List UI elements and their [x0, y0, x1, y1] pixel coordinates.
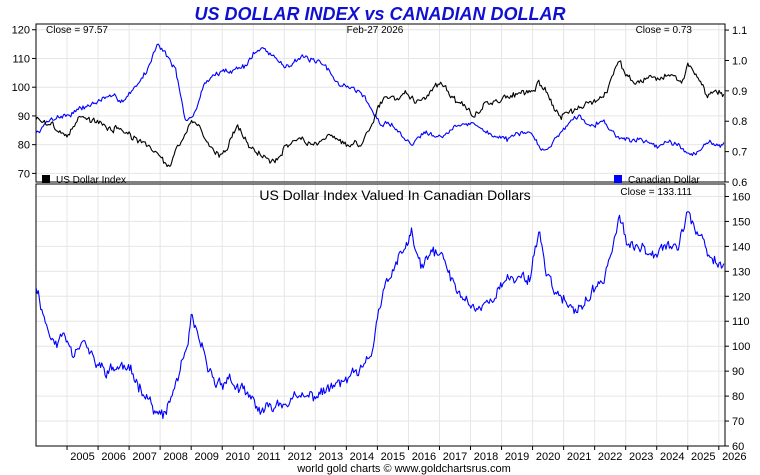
- y-left-tick-label: 80: [18, 140, 30, 152]
- y-right-tick-label: 0.6: [732, 177, 747, 189]
- x-tick-label: 2018: [474, 451, 498, 463]
- x-tick-label: 2021: [567, 451, 591, 463]
- top-panel-series: [36, 43, 725, 168]
- x-tick-label: 2006: [101, 451, 125, 463]
- y-left-tick-label: 70: [18, 168, 30, 180]
- x-tick-label: 2022: [598, 451, 622, 463]
- y-right-tick-label: 70: [732, 416, 744, 428]
- y-right-tick-label: 120: [732, 291, 750, 303]
- x-tick-label: 2005: [70, 451, 94, 463]
- y-left-tick-label: 110: [12, 53, 30, 65]
- y-right-tick-label: 100: [732, 341, 750, 353]
- x-tick-label: 2010: [225, 451, 249, 463]
- legend-usd-swatch: [42, 175, 50, 183]
- y-left-tick-label: 90: [18, 111, 30, 123]
- x-tick-label: 2007: [132, 451, 156, 463]
- x-tick-label: 2008: [163, 451, 187, 463]
- x-tick-label: 2019: [505, 451, 529, 463]
- top-panel-frame: [35, 23, 726, 183]
- chart-title: US DOLLAR INDEX vs CANADIAN DOLLAR: [194, 4, 565, 24]
- footer-credit: world gold charts © www.goldchartsrus.co…: [296, 463, 511, 475]
- x-tick-label: 2009: [194, 451, 218, 463]
- x-tick-label: 2013: [319, 451, 343, 463]
- x-axis-ticks: 2005 2006 2007 2008 2009 2010 2011 2012 2013 2014…: [66, 446, 747, 463]
- x-tick-label: 2017: [443, 451, 467, 463]
- y-right-tick-label: 150: [732, 216, 750, 228]
- legend-usd-label: US Dollar Index: [56, 175, 126, 186]
- y-right-tick-label: 130: [732, 266, 750, 278]
- series-line-us-dollar-index: [36, 60, 725, 168]
- x-tick-label: 2015: [381, 451, 405, 463]
- bottom-panel-title: US Dollar Index Valued In Canadian Dolla…: [259, 187, 530, 203]
- y-right-tick-label: 1.0: [732, 55, 747, 67]
- series-line-canadian-dollar: [36, 43, 725, 157]
- bottom-panel-frame: [35, 183, 726, 447]
- x-tick-label: 2025: [691, 451, 715, 463]
- y-right-tick-label: 0.8: [732, 116, 747, 128]
- x-tick-label: 2014: [350, 451, 374, 463]
- x-tick-label: 2016: [412, 451, 436, 463]
- y-right-tick-label: 1.1: [732, 25, 747, 37]
- bottom-panel-series: [36, 211, 725, 420]
- series-line-usd-in-cad: [36, 211, 725, 420]
- ratio-close-label: Close = 133.111: [620, 187, 692, 198]
- x-tick-label: 2023: [629, 451, 653, 463]
- x-tick-label: 2020: [536, 451, 560, 463]
- cad-close-label: Close = 0.73: [636, 25, 693, 36]
- y-right-tick-label: 80: [732, 391, 744, 403]
- top-panel-ticks: 70 80 90 100 110 120 0.6 0.7 0.8 0.9 1.0 1.1: [12, 25, 748, 189]
- y-right-tick-label: 160: [732, 191, 750, 203]
- legend-cad-swatch: [614, 175, 622, 183]
- legend-cad-label: Canadian Dollar: [628, 175, 700, 186]
- y-left-tick-label: 100: [12, 82, 30, 94]
- y-left-tick-label: 120: [12, 25, 30, 37]
- x-tick-label: 2026: [722, 451, 746, 463]
- y-right-tick-label: 0.9: [732, 86, 747, 98]
- y-right-tick-label: 140: [732, 241, 750, 253]
- y-right-tick-label: 110: [732, 316, 750, 328]
- y-right-tick-label: 0.7: [732, 147, 747, 159]
- usd-close-label: Close = 97.57: [46, 25, 108, 36]
- x-tick-label: 2024: [660, 451, 684, 463]
- bottom-panel-ticks: 60 70 80 90 100 110 120 130 140 150 160: [725, 191, 750, 453]
- x-tick-label: 2011: [257, 451, 281, 463]
- y-right-tick-label: 60: [732, 441, 744, 453]
- date-label: Feb-27 2026: [347, 25, 404, 36]
- x-tick-label: 2012: [288, 451, 312, 463]
- y-right-tick-label: 90: [732, 366, 744, 378]
- top-panel-grid: [36, 24, 725, 182]
